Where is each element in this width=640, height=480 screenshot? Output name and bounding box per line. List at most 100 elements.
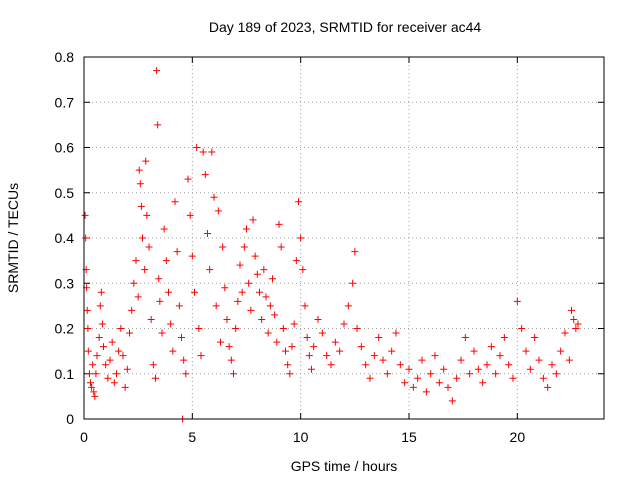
data-point (175, 302, 183, 310)
data-point (292, 257, 300, 265)
data-point (492, 370, 500, 378)
data-point (282, 347, 289, 355)
data-point (85, 370, 93, 378)
data-point (217, 338, 224, 346)
data-point (188, 252, 196, 260)
data-point (171, 198, 179, 206)
data-point (366, 374, 374, 382)
data-point (128, 306, 136, 314)
data-point (153, 67, 161, 75)
data-point (106, 356, 114, 364)
data-point (134, 293, 142, 301)
data-point (344, 302, 352, 310)
data-point (160, 225, 168, 233)
data-point (544, 383, 552, 391)
data-point (461, 334, 469, 342)
data-point (409, 383, 417, 391)
data-point (199, 148, 207, 156)
data-point (349, 279, 357, 287)
y-axis-label: SRMTID / TECUs (5, 183, 21, 293)
y-tick-label: 0.4 (55, 230, 75, 246)
x-axis-label: GPS time / hours (291, 458, 398, 474)
x-tick-label: 20 (510, 429, 526, 445)
data-point (435, 379, 443, 387)
data-point (570, 315, 578, 323)
data-point (370, 352, 378, 360)
y-tick-label: 0.1 (55, 366, 75, 382)
data-point (518, 325, 526, 332)
data-point (379, 356, 387, 364)
data-point (440, 365, 448, 373)
data-point (119, 352, 127, 360)
data-point (496, 352, 504, 360)
data-point (139, 234, 146, 242)
data-point (162, 257, 170, 265)
data-point (479, 379, 487, 387)
data-point (531, 334, 539, 342)
data-point (141, 266, 149, 274)
y-tick-label: 0.2 (55, 321, 75, 337)
data-point (264, 329, 272, 337)
data-point (305, 352, 313, 360)
data-point (509, 374, 517, 382)
data-point (314, 315, 322, 323)
data-point (266, 302, 274, 310)
data-point (191, 288, 198, 296)
data-point (113, 370, 120, 378)
data-point (158, 329, 166, 337)
data-point (234, 297, 242, 305)
data-point (182, 370, 190, 378)
data-point (130, 279, 138, 287)
data-point (98, 320, 106, 328)
data-point (245, 279, 253, 287)
data-point (87, 379, 94, 387)
data-point (247, 306, 255, 314)
data-point (193, 144, 201, 151)
data-point (284, 361, 292, 369)
data-point (136, 180, 144, 188)
data-point (117, 325, 125, 332)
data-point (184, 175, 192, 183)
data-point (353, 325, 361, 332)
data-point (269, 275, 276, 283)
data-point (167, 320, 175, 328)
data-point (526, 365, 534, 373)
data-point (251, 252, 259, 260)
data-point (121, 383, 129, 391)
data-point (271, 311, 279, 319)
data-point (142, 157, 150, 165)
data-point (357, 343, 365, 351)
data-point (240, 243, 248, 251)
data-point (457, 356, 465, 364)
data-point (277, 243, 285, 251)
data-point (90, 388, 98, 396)
data-point (572, 325, 580, 332)
data-point (444, 383, 452, 391)
data-point (308, 365, 315, 373)
data-point (104, 374, 112, 382)
y-tick-label: 0.5 (55, 185, 75, 201)
data-point (137, 202, 145, 210)
data-point (147, 315, 155, 323)
plot-frame (83, 56, 605, 420)
data-point (362, 361, 370, 369)
data-point (513, 297, 521, 305)
axis-ticks: 0 0.1 0.2 0.3 0.4 0.5 0.6 0.7 0.8 0 5 10 15 20 (55, 49, 604, 445)
data-point (93, 352, 101, 360)
data-point (396, 361, 404, 369)
y-tick-label: 0.8 (55, 49, 75, 65)
data-point (392, 329, 400, 337)
data-point (565, 356, 573, 364)
data-point (236, 261, 244, 269)
data-point (243, 225, 250, 233)
data-point (154, 121, 162, 129)
data-point (100, 343, 107, 351)
data-points (81, 67, 582, 423)
data-point (500, 334, 508, 342)
data-point (204, 229, 211, 237)
data-point (273, 338, 281, 346)
data-point (82, 234, 90, 242)
y-tick-label: 0.6 (55, 140, 75, 156)
data-point (318, 329, 326, 337)
data-point (258, 315, 266, 323)
